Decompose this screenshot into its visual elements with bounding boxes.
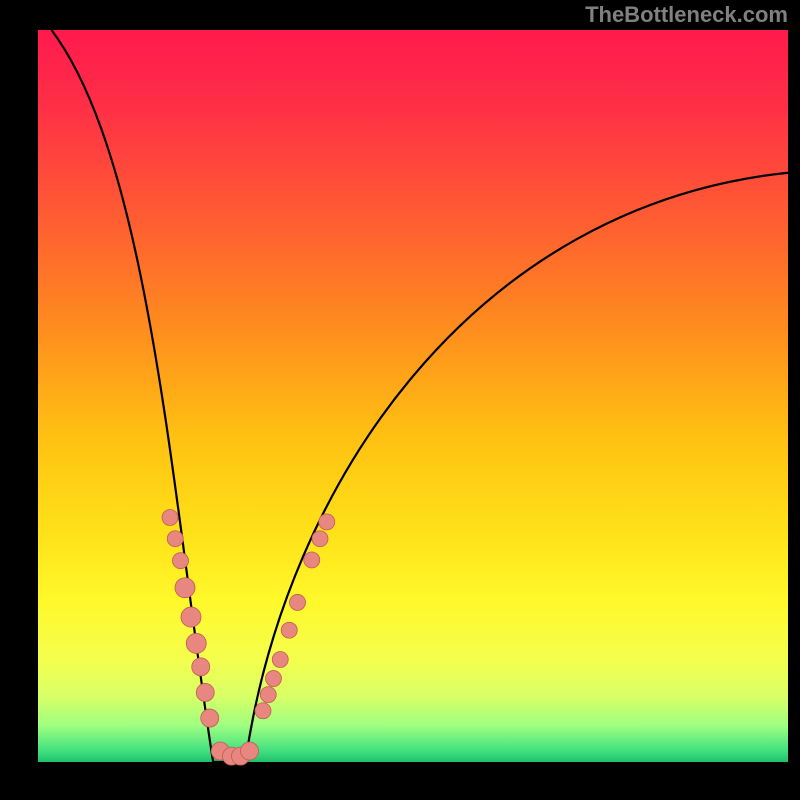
data-marker [167,531,183,547]
data-marker [241,742,259,760]
chart-container: TheBottleneck.com [0,0,800,800]
data-marker [186,633,206,653]
data-marker [312,531,328,547]
data-marker [175,578,195,598]
data-marker [192,658,210,676]
data-marker [290,594,306,610]
data-marker [319,514,335,530]
data-marker [173,553,189,569]
data-marker [281,622,297,638]
plot-background [38,30,788,762]
data-marker [304,552,320,568]
bottleneck-chart [0,0,800,800]
data-marker [162,510,178,526]
data-marker [181,607,201,627]
data-marker [196,683,214,701]
data-marker [266,671,282,687]
data-marker [260,687,276,703]
data-marker [272,652,288,668]
watermark-text: TheBottleneck.com [585,2,788,28]
data-marker [201,709,219,727]
data-marker [255,703,271,719]
